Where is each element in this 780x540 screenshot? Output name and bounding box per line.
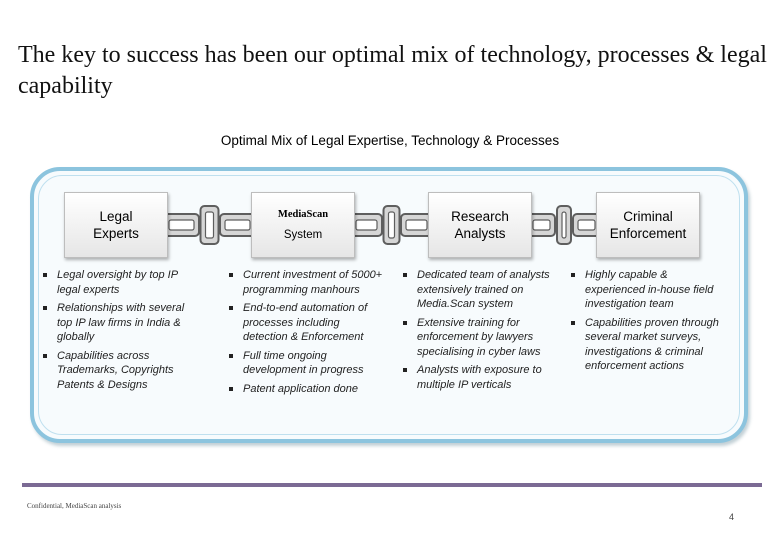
bullet-list-legal-experts: Legal oversight by top IP legal experts …: [43, 268, 201, 396]
pillar-label-line1: Research: [451, 209, 509, 224]
pillar-label-line2: System: [283, 229, 323, 241]
pillar-label-line1: Criminal: [623, 209, 673, 224]
slide-title: The key to success has been our optimal …: [18, 42, 767, 99]
chain-link-hole: [355, 219, 378, 231]
chain-link-hole: [204, 211, 215, 239]
pillar-box-criminal-enforcement: Criminal Enforcement: [596, 192, 700, 258]
bullet-icon: [403, 368, 407, 372]
chain-link-hole: [532, 219, 551, 231]
page-number: 4: [729, 512, 735, 522]
pillar-label-line2: Experts: [93, 226, 139, 241]
list-item: Legal oversight by top IP legal experts: [43, 268, 201, 297]
chain-link-hole: [405, 219, 428, 231]
bullet-icon: [229, 353, 233, 358]
chain-link-hole: [168, 219, 195, 231]
pillar-box-legal-experts: Legal Experts: [64, 192, 168, 258]
bullet-icon: [229, 273, 233, 277]
chain-link-hole: [387, 211, 396, 239]
chain-link-hole: [561, 211, 567, 239]
bullet-icon: [229, 306, 233, 310]
bullet-icon: [43, 353, 47, 358]
bullet-list-research-analysts: Dedicated team of analysts extensively t…: [403, 268, 561, 396]
list-item: Capabilities across Trademarks, Copyrigh…: [43, 349, 201, 393]
pillar-label-line2: Analysts: [454, 226, 506, 241]
bullet-icon: [571, 273, 575, 277]
list-item: Capabilities proven through several mark…: [571, 316, 729, 374]
list-item: Analysts with exposure to multiple IP ve…: [403, 363, 561, 392]
footer-divider: [22, 483, 762, 487]
list-item: Dedicated team of analysts extensively t…: [403, 268, 561, 312]
list-item: Relationships with several top IP law fi…: [43, 301, 201, 345]
bullet-list-mediascan-system: Current investment of 5000+ programming …: [229, 268, 387, 400]
list-item: Patent application done: [229, 382, 387, 397]
bullet-icon: [403, 273, 407, 277]
pillar-box-research-analysts: Research Analysts: [428, 192, 532, 258]
list-item: Extensive training for enforcement by la…: [403, 316, 561, 360]
list-item: Highly capable & experienced in-house fi…: [571, 268, 729, 312]
list-item: Current investment of 5000+ programming …: [229, 268, 387, 297]
chain-link-hole: [577, 219, 596, 231]
footnote: Confidential, MediaScan analysis: [27, 502, 122, 510]
bullet-icon: [571, 320, 575, 325]
mediascan-logo-text: MediaScan: [277, 209, 329, 220]
list-item: Full time ongoing development in progres…: [229, 349, 387, 378]
bullet-icon: [229, 386, 233, 391]
bullet-icon: [43, 273, 47, 277]
list-item: End-to-end automation of processes inclu…: [229, 301, 387, 345]
bullet-icon: [43, 306, 47, 310]
bullet-icon: [403, 320, 407, 325]
pillar-label-line2: Enforcement: [609, 226, 687, 241]
diagram-subtitle: Optimal Mix of Legal Expertise, Technolo…: [220, 133, 560, 148]
pillar-box-mediascan-system: MediaScan System: [251, 192, 355, 258]
chain-link-hole: [224, 219, 251, 231]
pillar-label-line1: Legal: [99, 209, 133, 224]
bullet-list-criminal-enforcement: Highly capable & experienced in-house fi…: [571, 268, 729, 378]
